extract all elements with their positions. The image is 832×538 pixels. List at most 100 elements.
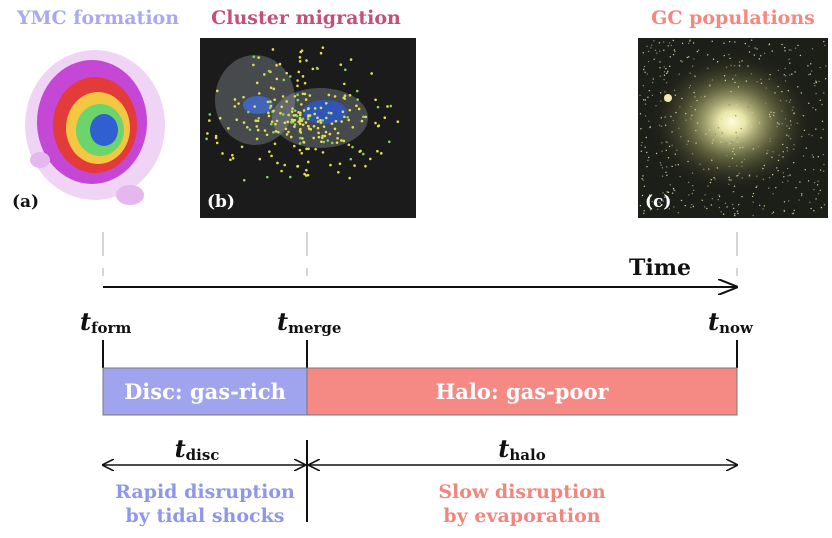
speckle xyxy=(680,199,683,202)
speckle xyxy=(736,141,738,143)
speckle xyxy=(774,92,776,94)
speckle xyxy=(323,134,327,138)
speckle xyxy=(819,189,822,192)
time-marker: tform xyxy=(80,307,131,337)
speckle xyxy=(787,90,790,92)
speckle xyxy=(336,136,339,140)
speckle xyxy=(689,72,691,74)
speckle xyxy=(643,65,646,68)
speckle xyxy=(732,150,734,153)
speckle xyxy=(333,127,337,131)
speckle xyxy=(662,192,664,194)
speckle xyxy=(660,125,663,127)
panel-label: (c) xyxy=(645,192,671,212)
speckle xyxy=(256,119,260,123)
speckle xyxy=(815,198,817,200)
speckle xyxy=(663,49,665,51)
speckle xyxy=(297,70,301,74)
speckle xyxy=(813,181,816,184)
speckle xyxy=(691,192,694,195)
speckle xyxy=(720,135,722,137)
speckle xyxy=(815,81,817,84)
speckle xyxy=(795,187,797,189)
speckle xyxy=(655,104,657,107)
speckle xyxy=(270,120,274,123)
speckle xyxy=(335,141,339,144)
speckle xyxy=(789,62,791,64)
speckle xyxy=(641,141,643,144)
speckle xyxy=(664,99,666,101)
speckle xyxy=(737,86,740,88)
symbol: t xyxy=(708,307,719,336)
speckle xyxy=(326,139,330,142)
speckle xyxy=(242,178,246,182)
speckle xyxy=(777,170,779,172)
speckle xyxy=(364,115,368,119)
speckle xyxy=(676,149,678,151)
speckle xyxy=(692,189,695,192)
speckle xyxy=(669,184,671,186)
speckle xyxy=(255,125,259,128)
speckle xyxy=(667,157,670,159)
speckle xyxy=(748,144,750,146)
speckle xyxy=(762,167,764,170)
speckle xyxy=(303,81,307,85)
subscript: now xyxy=(719,319,754,337)
speckle xyxy=(762,127,765,129)
speckle xyxy=(782,151,784,153)
speckle xyxy=(252,55,256,59)
speckle xyxy=(351,125,355,129)
speckle xyxy=(773,111,775,114)
speckle xyxy=(306,173,310,177)
speckle xyxy=(674,50,676,53)
speckle xyxy=(707,67,709,70)
speckle xyxy=(728,40,731,43)
speckle xyxy=(694,75,696,77)
speckle xyxy=(752,148,754,150)
speckle xyxy=(272,87,276,91)
speckle xyxy=(208,113,212,116)
speckle xyxy=(358,150,362,153)
speckle xyxy=(825,65,827,67)
speckle xyxy=(646,165,648,168)
speckle xyxy=(756,185,758,187)
speckle xyxy=(810,207,812,210)
speckle xyxy=(819,169,822,171)
speckle xyxy=(284,127,288,131)
speckle xyxy=(748,175,751,177)
speckle xyxy=(794,71,796,73)
speckle xyxy=(812,156,815,158)
speckle xyxy=(288,175,292,179)
speckle xyxy=(344,68,347,72)
speckle xyxy=(288,75,292,78)
speckle xyxy=(644,71,646,73)
speckle xyxy=(750,126,753,128)
speckle xyxy=(283,121,287,125)
speckle xyxy=(658,50,661,52)
speckle xyxy=(657,208,659,211)
speckle xyxy=(733,185,736,187)
speckle xyxy=(761,128,763,131)
speckle xyxy=(734,81,736,84)
speckle xyxy=(286,120,290,124)
speckle xyxy=(322,140,326,144)
speckle xyxy=(267,111,270,115)
speckle xyxy=(227,127,230,130)
speckle xyxy=(681,61,684,63)
speckle xyxy=(235,118,239,121)
speckle xyxy=(330,122,334,125)
speckle xyxy=(792,148,795,150)
speckle xyxy=(784,118,787,120)
speckle xyxy=(770,118,773,120)
speckle xyxy=(810,70,813,72)
speckle xyxy=(257,56,260,59)
panel-label: (a) xyxy=(12,192,39,212)
speckle xyxy=(735,115,737,117)
speckle xyxy=(815,109,817,111)
speckle xyxy=(699,163,701,165)
description: Slow disruption xyxy=(438,481,606,503)
speckle xyxy=(313,107,317,110)
galaxy-image xyxy=(638,38,828,218)
speckle xyxy=(351,145,354,149)
speckle xyxy=(324,130,328,134)
